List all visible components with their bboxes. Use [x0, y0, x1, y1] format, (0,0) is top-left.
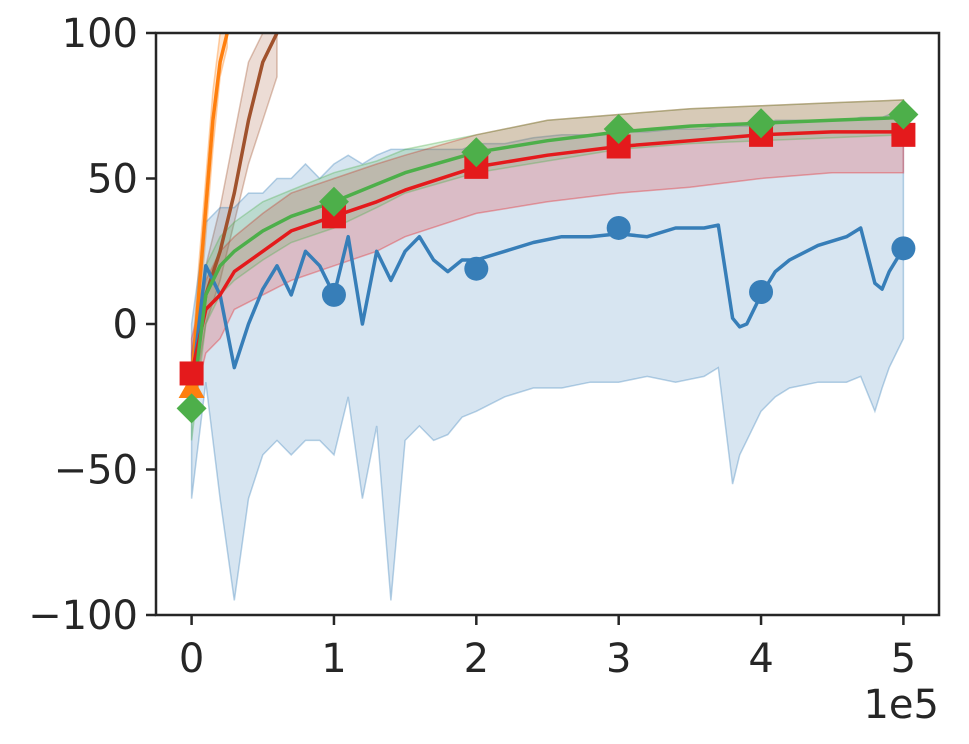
series-0-marker — [178, 375, 205, 399]
series-markers — [176, 99, 919, 424]
x-tick-label: 2 — [464, 636, 489, 682]
y-axis-ticks: −100 −50 0 50 100 — [28, 11, 156, 639]
series-2-marker — [606, 215, 631, 240]
confidence-bands — [190, 33, 905, 601]
x-tick-label: 5 — [891, 636, 916, 682]
series-4-marker — [318, 186, 349, 217]
x-tick-label: 3 — [606, 636, 631, 682]
x-tick-label: 0 — [179, 636, 204, 682]
y-tick-label: 0 — [113, 302, 138, 348]
series-4-marker — [176, 393, 207, 424]
x-tick-label: 4 — [748, 636, 773, 682]
series-3-marker — [179, 361, 204, 386]
series-4-marker — [746, 108, 777, 139]
series-1-band — [190, 33, 278, 412]
series-2-band — [190, 113, 905, 601]
series-4-marker — [461, 137, 492, 168]
x-axis-ticks: 0 1 2 3 4 5 — [179, 615, 916, 682]
series-2-marker — [749, 279, 774, 304]
y-tick-label: −100 — [28, 593, 138, 639]
series-4-marker — [888, 99, 919, 130]
series-2-marker — [891, 236, 916, 261]
series-3-line — [189, 130, 904, 374]
x-tick-label: 1 — [321, 636, 346, 682]
series-2-marker — [464, 256, 489, 281]
series-4-line — [189, 115, 904, 409]
y-tick-label: 100 — [62, 11, 138, 57]
series-3-band — [190, 99, 905, 412]
series-0-line — [189, 33, 229, 383]
y-tick-label: 50 — [87, 157, 138, 203]
y-tick-label: −50 — [54, 448, 138, 494]
x-axis-offset-label: 1e5 — [863, 682, 939, 728]
series-2-line — [189, 223, 905, 389]
series-2-marker — [321, 282, 346, 307]
series-lines — [189, 33, 905, 409]
series-4-marker — [603, 114, 634, 145]
